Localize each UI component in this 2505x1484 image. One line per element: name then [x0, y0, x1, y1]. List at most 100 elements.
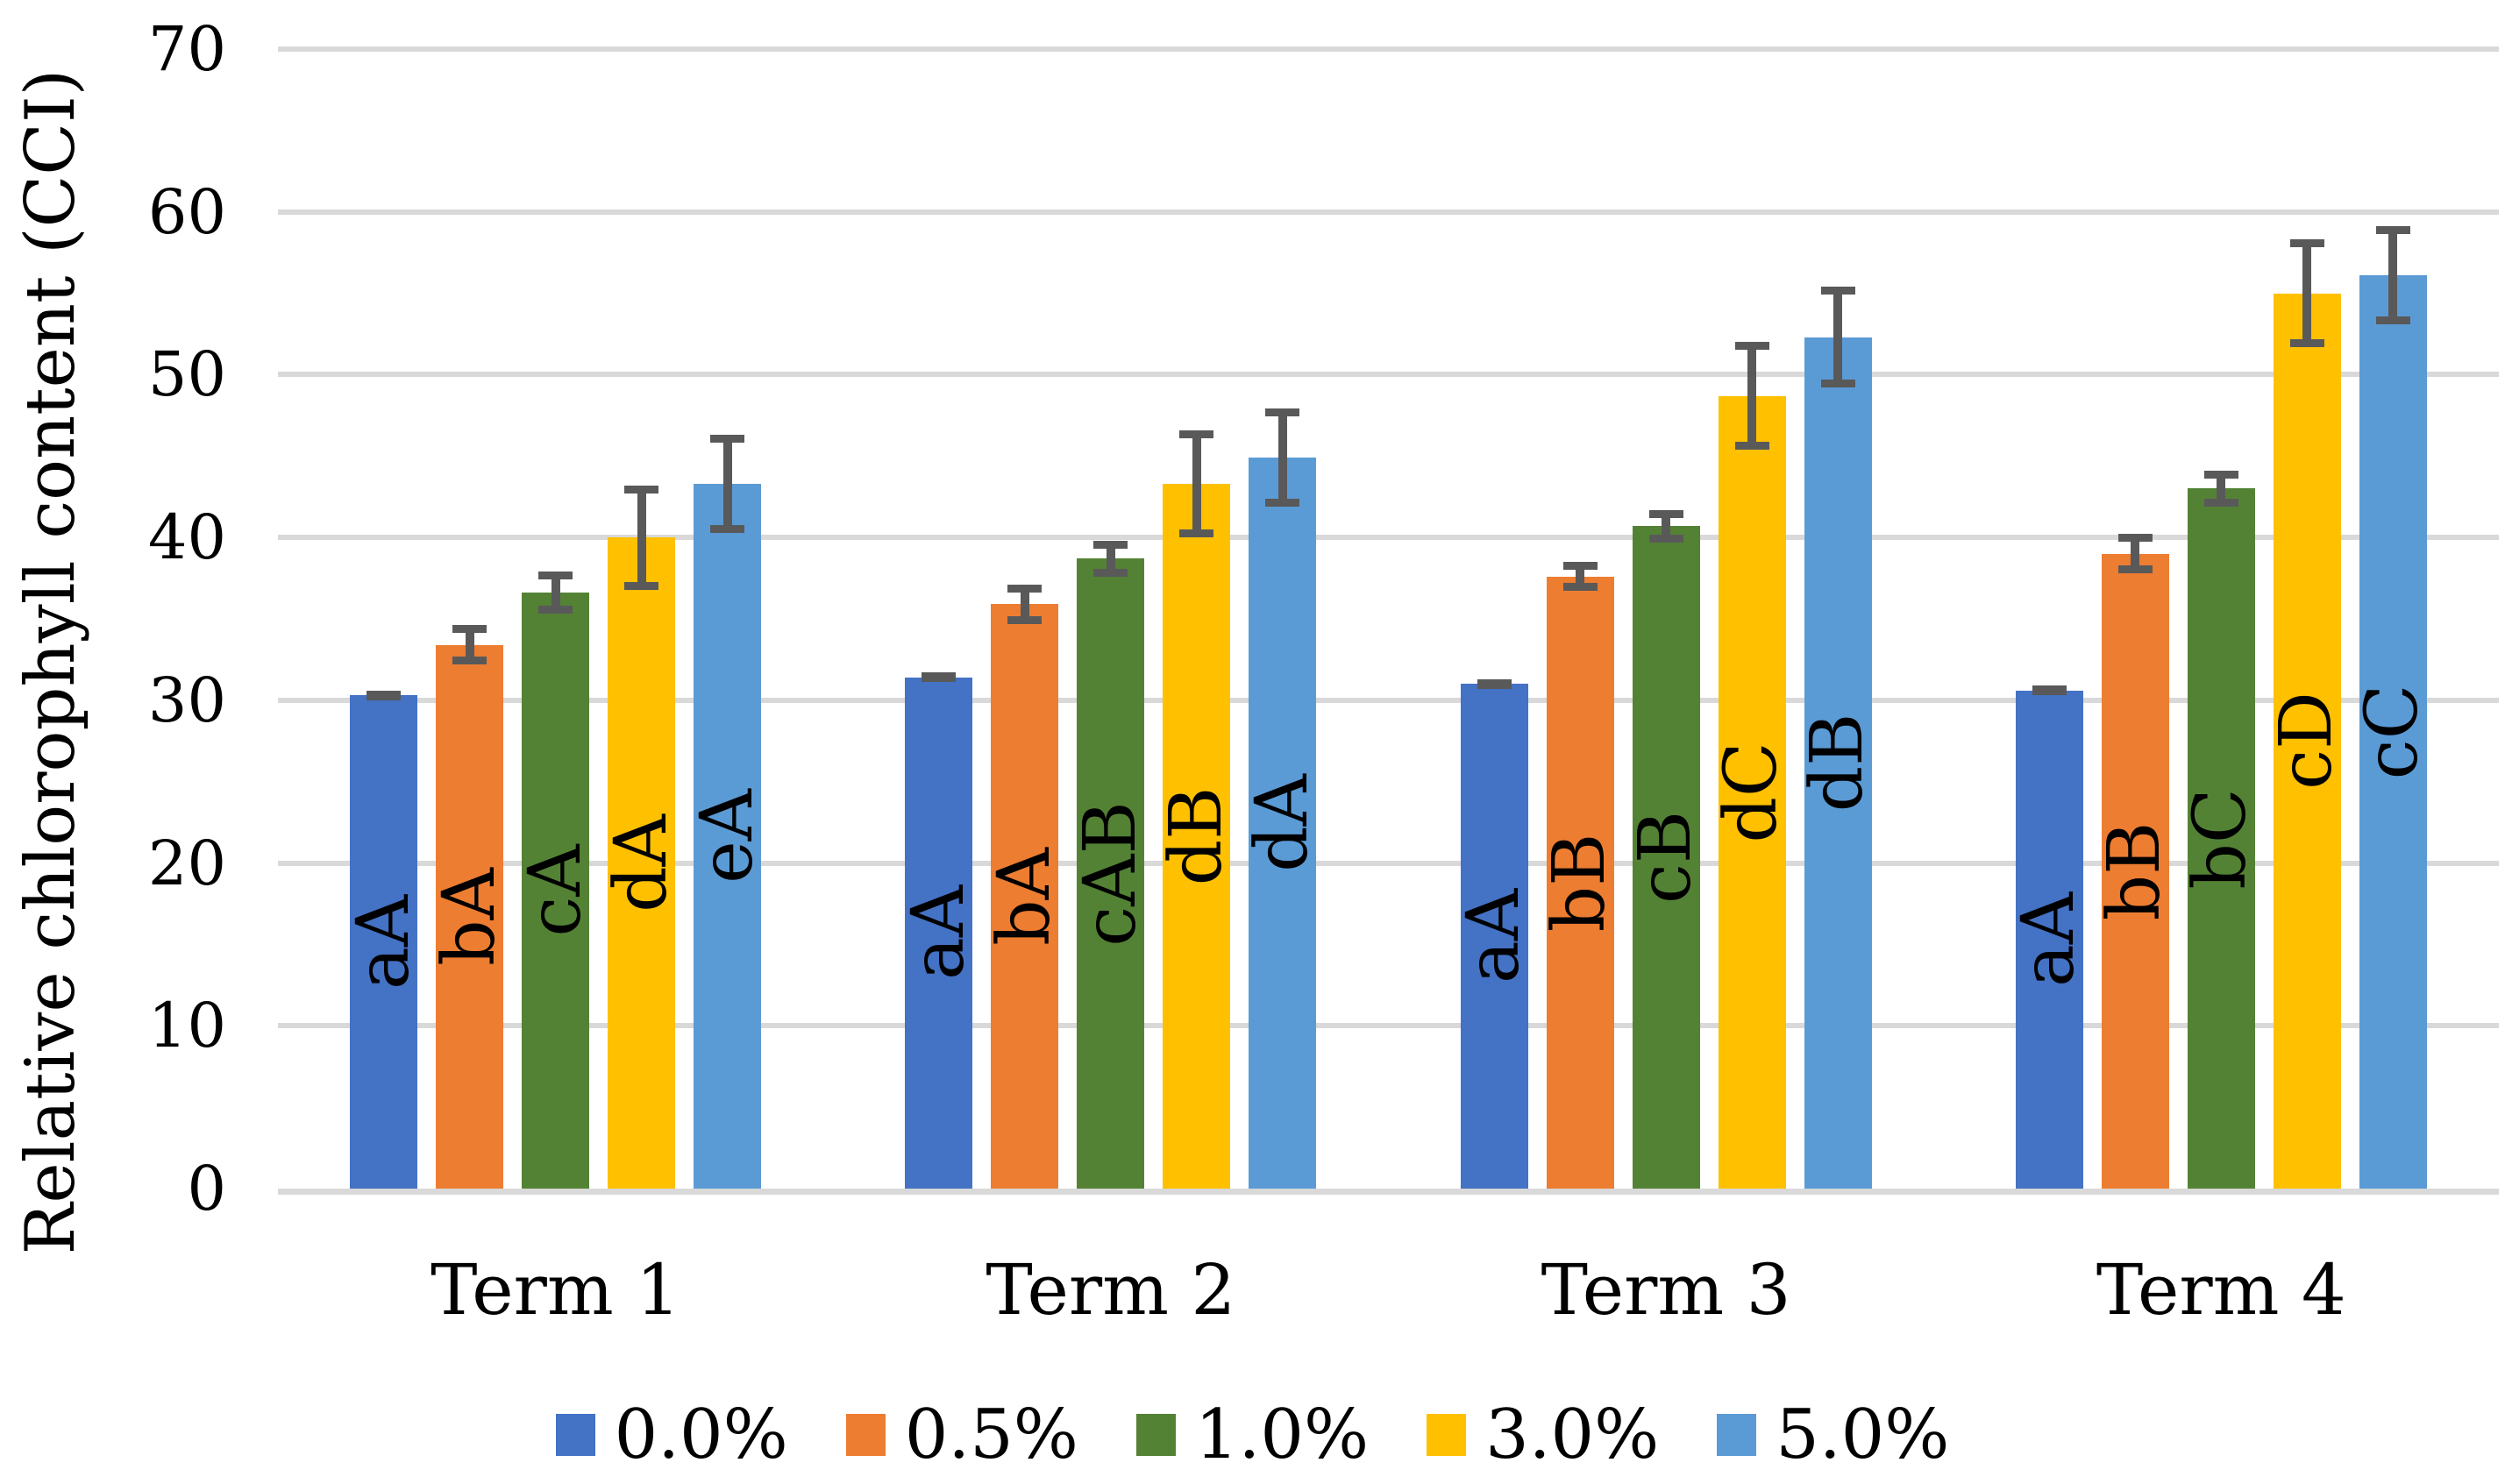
- error-bar: [1179, 430, 1214, 438]
- error-bar: [452, 657, 487, 664]
- gridline: [278, 860, 2499, 866]
- error-bar: [1265, 408, 1300, 417]
- gridline: [278, 697, 2499, 703]
- error-bar: [1093, 540, 1128, 549]
- bar-label: cA: [513, 844, 597, 937]
- error-bar: [1648, 509, 1683, 518]
- legend-item: 3.0%: [1427, 1401, 1659, 1469]
- bar-3.0%-term-1: dA: [599, 537, 683, 1189]
- bar-label: cB: [1624, 810, 1707, 905]
- error-bar: [538, 572, 573, 580]
- error-bar: [922, 674, 957, 683]
- error-bar: [710, 435, 744, 444]
- error-bar: [1179, 529, 1214, 538]
- legend-item: 1.0%: [1135, 1401, 1369, 1469]
- legend-item: 5.0%: [1717, 1401, 1949, 1469]
- bar-0.0%-term-2: aA: [896, 677, 980, 1189]
- bar-label: aA: [1452, 889, 1535, 984]
- bar-label: aA: [896, 885, 980, 981]
- bar-label: bC: [2179, 788, 2263, 890]
- gridline: [278, 1023, 2499, 1029]
- gridline: [278, 535, 2499, 541]
- legend-item: 0.0%: [555, 1395, 788, 1474]
- error-bar: [1820, 287, 1855, 295]
- error-bar: [1734, 441, 1769, 450]
- error-bar: [2388, 226, 2398, 324]
- bar-0.0%-term-3: aA: [1452, 684, 1535, 1189]
- bar-label: dC: [1710, 742, 1793, 843]
- bar-label: eA: [685, 789, 769, 884]
- bar-5.0%-term-3: dB: [1796, 337, 1879, 1189]
- bar-label: dA: [1240, 774, 1324, 872]
- gridline: [278, 372, 2499, 378]
- bar-0.0%-term-4: aA: [2007, 690, 2090, 1189]
- error-bar: [1477, 680, 1512, 689]
- x-category-label: Term 1: [431, 1249, 681, 1331]
- legend: 0.0% 0.5% 1.0% 3.0% 5.0%: [0, 1401, 2505, 1469]
- gridline: [278, 46, 2499, 52]
- y-tick-label: 70: [147, 13, 226, 85]
- error-bar: [1648, 534, 1683, 543]
- error-bar: [366, 692, 401, 700]
- error-bar: [2375, 226, 2410, 235]
- error-bar: [1820, 380, 1855, 388]
- y-tick-label: 10: [147, 990, 226, 1062]
- error-bar: [1576, 562, 1584, 592]
- bar-3.0%-term-3: dC: [1710, 395, 1793, 1189]
- bar-1.0%-term-3: cB: [1624, 526, 1707, 1189]
- bar-label: cAB: [1068, 800, 1152, 947]
- legend-swatch: [1135, 1414, 1176, 1456]
- bar-label: cD: [2265, 692, 2349, 791]
- error-bar: [2131, 534, 2140, 573]
- bar-label: bB: [1538, 833, 1621, 933]
- error-bar: [1662, 509, 1670, 543]
- bar-5.0%-term-2: dA: [1240, 458, 1324, 1189]
- bar-1.0%-term-4: bC: [2179, 488, 2263, 1189]
- bar-label: bA: [982, 847, 1066, 946]
- bar-0.5%-term-4: bB: [2093, 553, 2177, 1189]
- bar-label: dB: [1154, 786, 1238, 886]
- error-bar: [2375, 316, 2410, 324]
- legend-swatch: [555, 1414, 595, 1456]
- bar-3.0%-term-4: cD: [2265, 293, 2349, 1189]
- error-bar: [1007, 615, 1043, 624]
- bar-1.0%-term-2: cAB: [1068, 558, 1152, 1189]
- error-bar: [722, 435, 732, 533]
- bar-label: dA: [599, 813, 683, 912]
- error-bar: [452, 625, 487, 634]
- error-bar: [2117, 534, 2153, 543]
- x-category-label: Term 4: [2096, 1249, 2346, 1331]
- bar-5.0%-term-4: cC: [2351, 275, 2434, 1189]
- y-tick-label: 40: [147, 501, 226, 574]
- error-bar: [551, 572, 560, 614]
- error-bar: [2203, 498, 2238, 507]
- error-bar: [1093, 568, 1128, 577]
- bar-5.0%-term-1: eA: [685, 483, 769, 1189]
- error-bar: [2117, 565, 2153, 573]
- bar-0.0%-term-1: aA: [342, 695, 425, 1189]
- error-bar: [1007, 585, 1043, 593]
- error-bar: [637, 485, 646, 590]
- bar-0.5%-term-3: bB: [1538, 576, 1621, 1189]
- legend-label: 5.0%: [1776, 1395, 1950, 1474]
- legend-swatch: [1427, 1414, 1467, 1456]
- error-bar: [710, 524, 744, 533]
- error-bar: [1747, 342, 1756, 450]
- error-bar: [624, 581, 658, 590]
- bar-label: dB: [1796, 713, 1879, 813]
- error-bar: [1265, 498, 1300, 507]
- legend-swatch: [845, 1414, 886, 1456]
- legend-label: 0.0%: [614, 1395, 788, 1474]
- y-tick-label: 60: [147, 175, 226, 248]
- y-tick-label: 0: [187, 1153, 226, 1225]
- legend-label: 0.5%: [904, 1395, 1078, 1474]
- bar-label: bB: [2093, 821, 2177, 921]
- error-bar: [1192, 430, 1201, 538]
- x-axis-line: [278, 1189, 2499, 1195]
- error-bar: [538, 606, 573, 614]
- error-bar: [2032, 687, 2067, 696]
- x-category-label: Term 3: [1541, 1249, 1791, 1331]
- error-bar: [1833, 287, 1842, 388]
- error-bar: [465, 625, 474, 664]
